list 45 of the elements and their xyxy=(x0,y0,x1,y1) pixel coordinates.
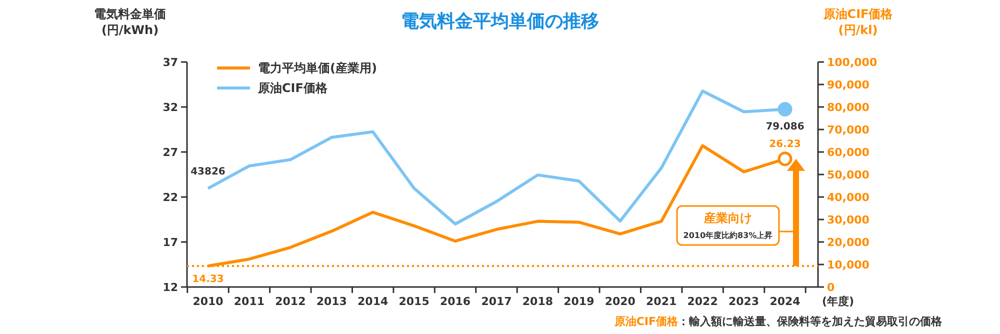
x-tick-label: 2020 xyxy=(604,295,636,308)
x-tick-label: 2021 xyxy=(646,295,677,308)
y-tick-label: 32 xyxy=(162,101,178,114)
x-tick-label: 2022 xyxy=(687,295,718,308)
x-tick-label: 2011 xyxy=(234,295,265,308)
y2-axis-title: 原油CIF価格 (円/kl) xyxy=(822,7,894,37)
data-label: 14.33 xyxy=(192,274,224,286)
x-tick-label: 2015 xyxy=(398,295,430,308)
data-label: 26.23 xyxy=(769,138,801,150)
x-tick-label: 2012 xyxy=(275,295,306,308)
annotation: 2010年度比約83%上昇 xyxy=(683,230,773,240)
x-tick-label: 2024 xyxy=(770,295,801,308)
legend-label: 電力平均単価(産業用) xyxy=(258,61,377,75)
y-tick-label: 37 xyxy=(162,56,178,69)
y2-tick-label: 60,000 xyxy=(827,146,870,159)
x-tick-label: 2014 xyxy=(358,295,389,308)
y2-tick-label: 20,000 xyxy=(827,236,870,249)
y-tick-label: 27 xyxy=(162,146,178,159)
legend-label: 原油CIF価格 xyxy=(257,81,328,95)
x-tick-label: 2013 xyxy=(316,295,347,308)
y-tick-label: 12 xyxy=(162,281,178,294)
x-tick-label: 2019 xyxy=(564,295,594,308)
annotation: 79.086 xyxy=(766,121,804,132)
x-tick-label: 2023 xyxy=(728,295,760,308)
data-label: 43826 xyxy=(190,166,226,178)
x-tick-label: 2010 xyxy=(192,295,224,308)
annotation: 産業向け xyxy=(703,211,752,225)
y2-tick-label: 0 xyxy=(827,281,835,294)
y2-tick-label: 100,000 xyxy=(827,56,878,69)
text: 原油CIF価格：輸入額に輸送量、保険料等を加えた貿易取引の価格 xyxy=(613,315,943,328)
y2-tick-label: 50,000 xyxy=(827,168,870,182)
y-tick-label: 17 xyxy=(162,236,178,249)
x-tick-label: 2016 xyxy=(440,295,471,308)
x-axis-title: (年度) xyxy=(822,295,854,308)
y2-tick-label: 90,000 xyxy=(827,78,870,92)
y2-tick-label: 80,000 xyxy=(827,101,870,114)
y2-tick-label: 30,000 xyxy=(827,214,870,226)
y-tick-label: 22 xyxy=(162,191,178,204)
y2-tick-label: 10,000 xyxy=(827,258,870,272)
chart-title: 電気料金平均単価の推移 xyxy=(401,11,599,32)
y2-tick-label: 70,000 xyxy=(827,124,870,136)
x-tick-label: 2017 xyxy=(481,295,512,308)
x-tick-label: 2018 xyxy=(522,295,554,308)
y2-tick-label: 40,000 xyxy=(827,191,870,204)
y-axis-title: 電気料金単価 (円/kWh) xyxy=(94,7,166,37)
